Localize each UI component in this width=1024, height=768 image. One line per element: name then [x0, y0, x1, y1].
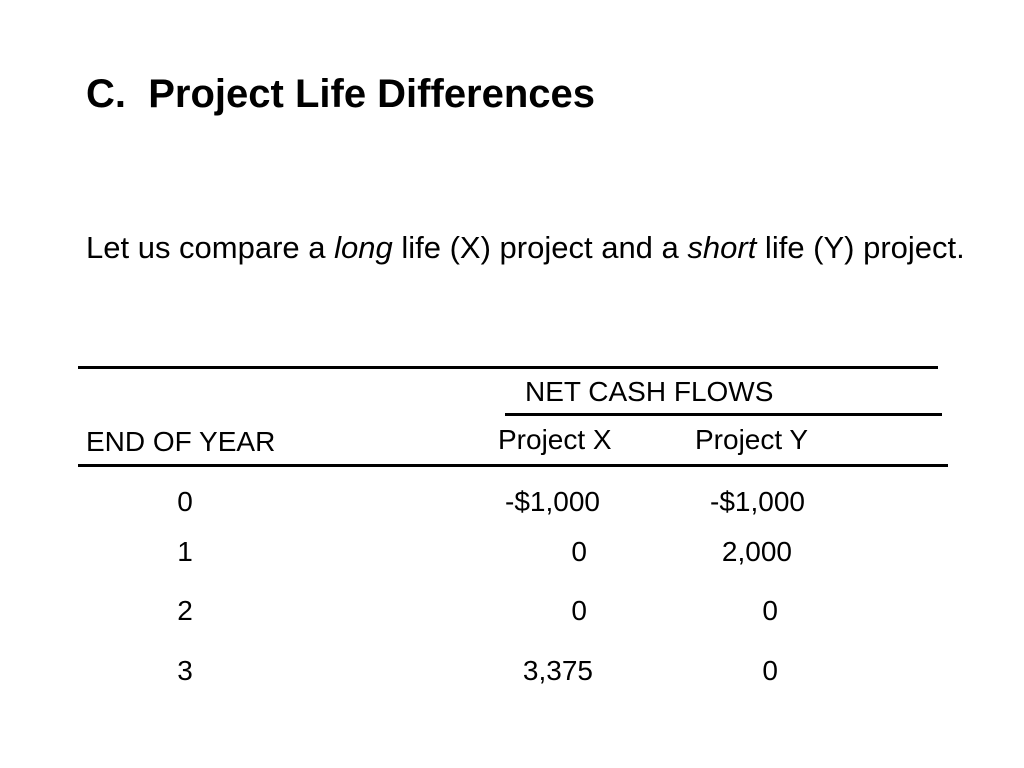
year-cell: 2: [177, 595, 193, 626]
year-cell: 0: [177, 486, 193, 517]
intro-text-1: Let us compare a: [86, 230, 335, 265]
intro-paragraph: Let us compare a long life (X) project a…: [86, 222, 966, 274]
project-x-cell: -$1,000: [505, 486, 600, 517]
group-header-underline: [505, 413, 942, 416]
group-header-net-cash-flows: NET CASH FLOWS: [525, 376, 774, 407]
project-x-cell: 3,375: [522, 655, 593, 686]
table-header-rule: [78, 464, 948, 467]
project-x-cell: 0: [571, 536, 587, 567]
intro-text-3: life (Y) project.: [756, 230, 965, 265]
year-cell: 1: [177, 536, 193, 567]
project-x-cell: 0: [571, 595, 587, 626]
column-header-project-x: Project X: [498, 424, 612, 455]
intro-emphasis-short: short: [687, 230, 757, 265]
column-header-project-y: Project Y: [695, 424, 809, 455]
slide-title: C. Project Life Differences: [86, 72, 596, 116]
project-y-cell: 0: [762, 655, 778, 686]
project-y-cell: 2,000: [721, 536, 792, 567]
project-y-cell: -$1,000: [710, 486, 805, 517]
row-header-end-of-year: END OF YEAR: [86, 426, 276, 457]
project-y-cell: 0: [762, 595, 778, 626]
table-top-rule: [78, 366, 938, 369]
intro-text-2: life (X) project and a: [392, 230, 688, 265]
year-cell: 3: [177, 655, 193, 686]
intro-emphasis-long: long: [334, 230, 393, 265]
